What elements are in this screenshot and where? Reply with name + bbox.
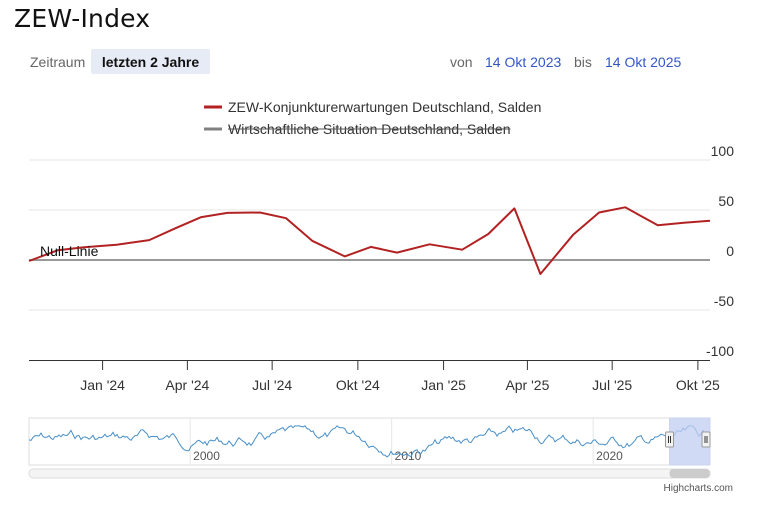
navigator[interactable]: 2000 2010 2020: [28, 417, 711, 466]
x-tick-label: Jan '25: [421, 377, 466, 393]
grid: [29, 159, 710, 311]
y-axis: 100 50 0 -50 -100: [706, 143, 734, 359]
navigator-series: [28, 425, 710, 458]
series-1-line[interactable]: [28, 206, 711, 275]
to-date-input[interactable]: 14 Okt 2025: [605, 54, 682, 70]
navigator-grid: 2000 2010 2020: [189, 418, 623, 465]
y-tick-label: -100: [706, 343, 734, 359]
y-tick-label: 0: [726, 243, 734, 259]
y-tick-label: -50: [714, 293, 734, 309]
navigator-handle-right[interactable]: [701, 431, 711, 448]
handle-grip: [665, 431, 675, 448]
scrollbar-thumb[interactable]: [669, 469, 710, 478]
handle-grip: [701, 431, 711, 448]
y-tick-label: 100: [711, 143, 735, 159]
x-tick-label: Apr '25: [505, 377, 549, 393]
to-label: bis: [574, 54, 592, 70]
x-tick-label: Jul '25: [592, 377, 632, 393]
from-label: von: [450, 54, 473, 70]
scrollbar-track: [28, 468, 711, 479]
y-tick-label: 50: [718, 193, 734, 209]
page-title: ZEW-Index: [14, 4, 151, 33]
series-group: [28, 206, 711, 275]
x-tick-label: Apr '24: [165, 377, 209, 393]
navigator-label: 2000: [193, 449, 220, 463]
x-tick-label: Jul '24: [252, 377, 292, 393]
legend-item-series-1[interactable]: ZEW-Konjunkturerwartungen Deutschland, S…: [204, 99, 541, 115]
x-tick-label: Okt '24: [336, 377, 380, 393]
navigator-handle-left[interactable]: [665, 431, 675, 448]
null-line-label: Null-Linie: [40, 243, 99, 259]
x-tick-label: Okt '25: [676, 377, 720, 393]
legend-item-series-2[interactable]: Wirtschaftliche Situation Deutschland, S…: [204, 121, 511, 137]
scrollbar[interactable]: [28, 468, 711, 479]
range-label: Zeitraum: [30, 54, 86, 70]
credits-link[interactable]: Highcharts.com: [664, 483, 733, 494]
navigator-label: 2020: [596, 449, 623, 463]
from-date-input[interactable]: 14 Okt 2023: [485, 54, 562, 70]
legend-label-series-1: ZEW-Konjunkturerwartungen Deutschland, S…: [228, 99, 541, 115]
range-button[interactable]: letzten 2 Jahre: [91, 49, 210, 74]
x-axis: Jan '24 Apr '24 Jul '24 Okt '24 Jan '25 Apr '…: [29, 360, 720, 393]
legend: ZEW-Konjunkturerwartungen Deutschland, S…: [204, 99, 541, 137]
x-tick-label: Jan '24: [80, 377, 125, 393]
navigator-label: 2010: [395, 449, 422, 463]
